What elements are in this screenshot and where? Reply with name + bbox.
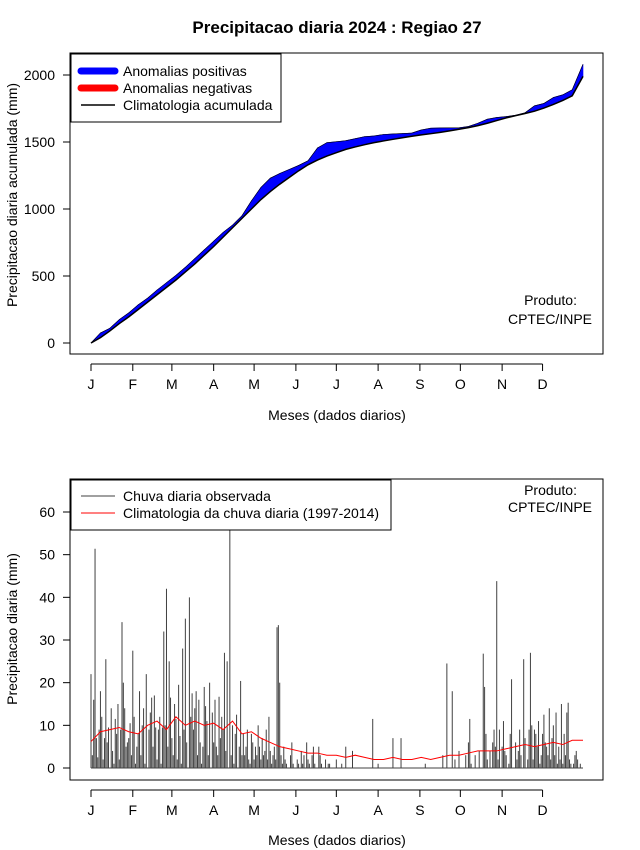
cumulative-plot-frame (69, 52, 604, 355)
x-tick-label: N (497, 376, 507, 392)
cumulative-y-label: Precipitacao diaria acumulada (mm) (4, 83, 20, 307)
y-tick-label: 60 (39, 504, 55, 520)
y-tick-label: 30 (39, 632, 55, 648)
daily-plot-frame (69, 478, 604, 781)
product-label-2: Produto: (524, 482, 577, 498)
legend-label-climatology-daily: Climatologia da chuva diaria (1997-2014) (123, 505, 379, 521)
daily-legend: Chuva diaria observada Climatologia da c… (70, 479, 392, 531)
x-tick-label: M (248, 802, 260, 818)
cumulative-panel: 0 500 1000 1500 2000 J F M A M J J A S O N D Meses (dad… (4, 52, 604, 423)
x-tick-label: J (333, 376, 340, 392)
y-tick-label: 20 (39, 675, 55, 691)
y-tick-label: 50 (39, 547, 55, 563)
x-tick-label: M (166, 802, 178, 818)
x-tick-label: O (455, 376, 466, 392)
x-tick-label: J (292, 802, 299, 818)
daily-data-layer (90, 512, 583, 769)
x-tick-label: O (455, 802, 466, 818)
product-source-2: CPTEC/INPE (508, 499, 592, 515)
chart-title: Precipitacao diaria 2024 : Regiao 27 (192, 18, 481, 37)
y-tick-label: 10 (39, 717, 55, 733)
legend-label-positive: Anomalias positivas (123, 63, 247, 79)
x-tick-label: M (248, 376, 260, 392)
y-tick-label: 0 (47, 760, 55, 776)
legend-label-observed: Chuva diaria observada (123, 488, 271, 504)
legend-label-climatology: Climatologia acumulada (123, 97, 273, 113)
y-tick-label: 40 (39, 589, 55, 605)
x-tick-label: A (373, 802, 383, 818)
x-tick-label: A (373, 376, 383, 392)
x-tick-label: F (129, 802, 138, 818)
y-tick-label: 1500 (24, 134, 55, 150)
legend-label-negative: Anomalias negativas (123, 80, 252, 96)
x-tick-label: D (537, 802, 547, 818)
positive-anomaly-area (251, 186, 262, 210)
climatology-daily-line (90, 716, 583, 760)
daily-y-axis: 0 10 20 30 40 50 60 (39, 504, 70, 776)
y-tick-label: 500 (32, 268, 56, 284)
x-tick-label: D (537, 376, 547, 392)
cumulative-y-axis: 0 500 1000 1500 2000 (24, 67, 70, 351)
x-tick-label: J (88, 376, 95, 392)
cumulative-data-layer (90, 64, 584, 344)
x-tick-label: S (415, 802, 424, 818)
daily-x-label: Meses (dados diarios) (268, 832, 406, 848)
climatology-cumulative-line (90, 75, 584, 344)
x-tick-label: M (166, 376, 178, 392)
product-label-1: Produto: (524, 292, 577, 308)
cumulative-legend: Anomalias positivas Anomalias negativas … (70, 53, 282, 123)
daily-panel: 0 10 20 30 40 50 60 J F M A M J J A S O N D Meses (dados … (4, 478, 604, 848)
daily-y-label: Precipitacao diaria (mm) (4, 553, 20, 705)
observed-cumulative-line (90, 64, 584, 344)
x-tick-label: J (292, 376, 299, 392)
x-tick-label: N (497, 802, 507, 818)
x-tick-label: A (209, 802, 219, 818)
x-tick-label: A (209, 376, 219, 392)
y-tick-label: 2000 (24, 67, 55, 83)
positive-anomaly-area (269, 173, 281, 193)
x-tick-label: S (415, 376, 424, 392)
product-source-1: CPTEC/INPE (508, 311, 592, 327)
y-tick-label: 1000 (24, 201, 55, 217)
x-tick-label: J (88, 802, 95, 818)
cumulative-x-label: Meses (dados diarios) (268, 407, 406, 423)
x-tick-label: J (333, 802, 340, 818)
x-tick-label: F (129, 376, 138, 392)
daily-legend-box (70, 479, 392, 531)
y-tick-label: 0 (47, 335, 55, 351)
